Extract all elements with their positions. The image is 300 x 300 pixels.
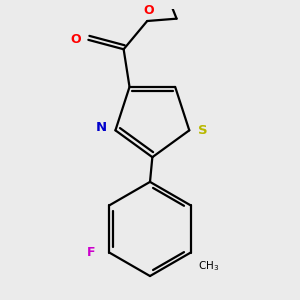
Text: F: F — [87, 246, 95, 259]
Text: N: N — [96, 122, 107, 134]
Text: O: O — [71, 33, 81, 46]
Text: S: S — [197, 124, 207, 137]
Text: CH$_3$: CH$_3$ — [198, 260, 219, 273]
Text: O: O — [143, 4, 154, 17]
